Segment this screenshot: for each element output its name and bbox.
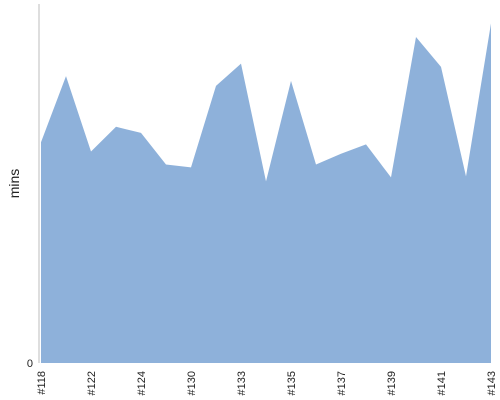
y-tick-label: 0 [27, 358, 33, 370]
x-tick-label: #141 [436, 371, 448, 395]
y-axis-title: mins [6, 169, 22, 199]
x-tick-label: #135 [286, 371, 298, 395]
area-series [41, 23, 491, 363]
x-tick-label: #124 [136, 371, 148, 395]
plot-area [41, 23, 491, 363]
x-tick-label: #122 [86, 371, 98, 395]
x-tick-label: #143 [486, 371, 498, 395]
x-tick-label: #133 [236, 371, 248, 395]
x-tick-label: #139 [386, 371, 398, 395]
x-tick-label: #130 [186, 371, 198, 395]
x-axis-ticks: #118 #122 #124 #130 #133 #135 #137 #139 #141 #143 [36, 371, 498, 395]
x-tick-label: #137 [336, 371, 348, 395]
x-tick-label: #118 [36, 371, 48, 395]
